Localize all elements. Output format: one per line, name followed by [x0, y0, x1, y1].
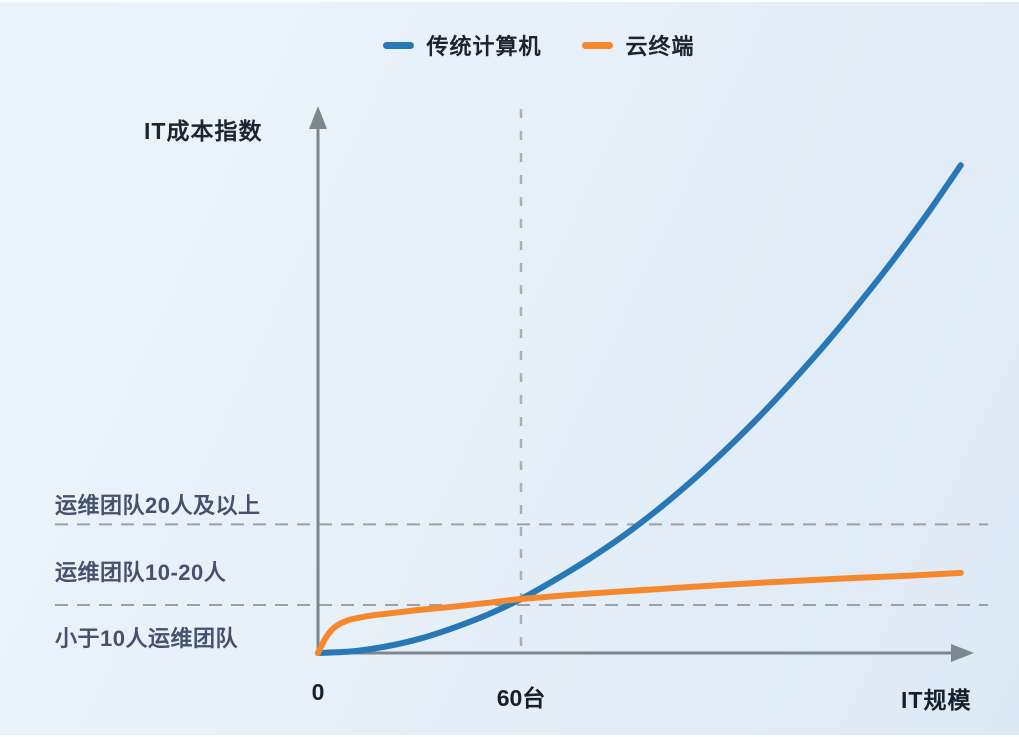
x-tick-0: 0 — [311, 679, 325, 705]
legend-item-cloud: 云终端 — [581, 29, 695, 61]
legend: 传统计算机 云终端 — [382, 29, 694, 61]
x-tick-60: 60台 — [496, 685, 546, 711]
zone-label-team-10-20: 运维团队10-20人 — [55, 560, 227, 585]
series-cloud-curve — [315, 569, 964, 656]
legend-label-traditional: 传统计算机 — [426, 34, 542, 59]
x-axis-title: IT规模 — [901, 687, 972, 713]
y-axis-arrow-icon — [309, 106, 327, 129]
legend-swatch-cloud-icon — [581, 41, 613, 49]
legend-swatch-traditional-icon — [382, 41, 414, 49]
series-traditional-curve — [315, 162, 964, 656]
legend-label-cloud: 云终端 — [625, 34, 695, 59]
y-axis-title: IT成本指数 — [144, 118, 263, 144]
legend-item-traditional: 传统计算机 — [382, 29, 541, 61]
zone-label-team-20-plus: 运维团队20人及以上 — [55, 493, 261, 518]
x-axis-arrow-icon — [951, 644, 974, 662]
zone-label-team-under-10: 小于10人运维团队 — [55, 626, 238, 651]
